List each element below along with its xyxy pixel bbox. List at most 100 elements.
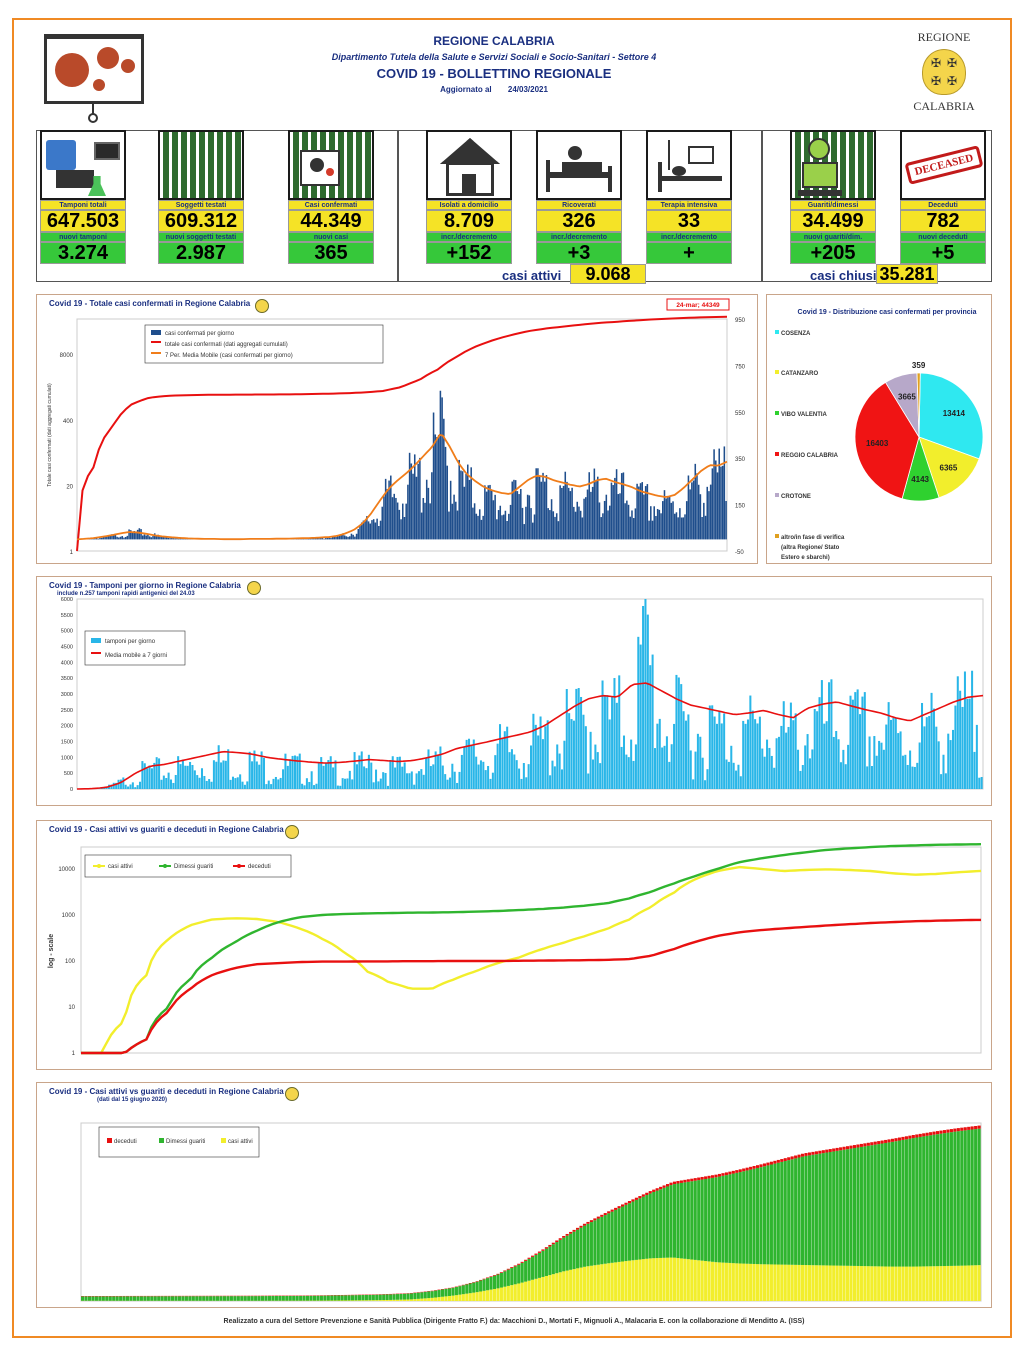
tamponi-chart-subtitle: include n.257 tamponi rapidi antigenici … bbox=[57, 591, 195, 597]
pie-legend-swatch bbox=[775, 370, 779, 374]
recovered-bar bbox=[704, 1178, 708, 1262]
daily-case-bar bbox=[499, 505, 502, 540]
legend-label: tamponi per giorno bbox=[105, 639, 156, 645]
tamponi-bar bbox=[944, 773, 947, 789]
daily-case-bar bbox=[325, 538, 327, 540]
daily-case-bar bbox=[610, 482, 613, 540]
deceased-bar bbox=[562, 1236, 566, 1238]
recovered-bar bbox=[894, 1141, 898, 1267]
recovered-bar bbox=[468, 1283, 472, 1294]
daily-case-bar bbox=[446, 465, 449, 540]
active-bar bbox=[783, 1264, 787, 1301]
daily-case-bar bbox=[619, 493, 621, 540]
recovered-bar bbox=[731, 1173, 735, 1264]
deceased-bar bbox=[897, 1137, 902, 1141]
daily-case-bar bbox=[153, 533, 156, 540]
recovered-bar bbox=[607, 1213, 611, 1264]
recovered-bar bbox=[579, 1227, 583, 1268]
terapia-label: Terapia intensiva bbox=[646, 200, 732, 210]
recovered-bar bbox=[375, 1294, 379, 1301]
recovered-bar bbox=[738, 1172, 742, 1264]
daily-case-bar bbox=[410, 463, 413, 540]
recovered-bar bbox=[205, 1296, 209, 1301]
deceased-bar bbox=[572, 1229, 576, 1232]
recovered-bar bbox=[655, 1190, 659, 1259]
recovered-bar bbox=[247, 1296, 251, 1301]
tamponi-bar bbox=[904, 754, 907, 789]
recovered-bar bbox=[711, 1177, 715, 1262]
daily-case-bar bbox=[374, 522, 377, 540]
recovered-bar bbox=[226, 1296, 230, 1301]
tamponi-bar bbox=[279, 777, 282, 789]
daily-case-bar bbox=[679, 508, 681, 540]
tamponi-bar bbox=[775, 738, 778, 789]
recovered-bar bbox=[825, 1152, 829, 1266]
daily-case-bar bbox=[107, 535, 110, 540]
recovered-bar bbox=[541, 1250, 545, 1277]
deceduti-value: 782 bbox=[900, 210, 986, 232]
daily-case-bar bbox=[651, 520, 654, 540]
deceased-bar bbox=[690, 1178, 694, 1182]
bulletin-title: COVID 19 - BOLLETTINO REGIONALE bbox=[376, 66, 612, 81]
tamponi-bar bbox=[239, 774, 242, 789]
tamponi-bar bbox=[415, 773, 418, 789]
tamponi-bar bbox=[637, 636, 640, 789]
daily-case-bar bbox=[514, 480, 517, 540]
daily-case-bar bbox=[557, 521, 560, 540]
tamponi-bar bbox=[620, 746, 623, 789]
tamponi-bar bbox=[248, 751, 251, 789]
deceased-bar bbox=[721, 1173, 725, 1176]
legend-swatch bbox=[159, 1138, 164, 1143]
active-bar bbox=[562, 1271, 566, 1301]
daily-case-bar bbox=[372, 519, 375, 540]
tamponi-bar bbox=[835, 730, 838, 789]
active-bar bbox=[534, 1278, 538, 1301]
daily-case-bar bbox=[708, 491, 710, 540]
tamponi-bar bbox=[477, 764, 480, 789]
deceased-bar bbox=[672, 1181, 677, 1185]
daily-case-bar bbox=[603, 500, 606, 540]
tamponi-bar bbox=[632, 760, 635, 789]
daily-case-bar bbox=[400, 519, 402, 540]
active-bar bbox=[614, 1262, 618, 1301]
tamponi-bar bbox=[913, 766, 916, 789]
log-scale-chart: 1 10 100 1000 10000 log - scale casi attivi Dim… bbox=[48, 843, 982, 1057]
tamponi-bar bbox=[615, 702, 618, 789]
tamponi-bar bbox=[677, 677, 680, 789]
recovered-bar bbox=[904, 1139, 908, 1267]
deceased-bar bbox=[652, 1189, 656, 1192]
tamponi-bar bbox=[811, 749, 814, 789]
active-bar bbox=[444, 1296, 448, 1301]
daily-case-bar bbox=[142, 535, 144, 540]
deceased-bar bbox=[683, 1179, 687, 1183]
daily-case-bar bbox=[331, 536, 334, 540]
daily-case-bar bbox=[95, 538, 98, 540]
tamponi-bar bbox=[253, 750, 256, 789]
daily-case-bar bbox=[520, 489, 522, 540]
tamponi-bar bbox=[541, 739, 544, 789]
tamponi-bar bbox=[234, 778, 237, 789]
daily-case-bar bbox=[333, 535, 336, 540]
daily-case-bar bbox=[561, 487, 563, 540]
daily-case-bar bbox=[314, 538, 317, 540]
daily-case-bar bbox=[362, 520, 365, 540]
tamponi-bar bbox=[806, 734, 809, 789]
deceased-bar bbox=[520, 1261, 524, 1263]
daily-case-bar bbox=[350, 533, 353, 540]
daily-case-bar bbox=[518, 494, 520, 540]
legend-label: casi attivi bbox=[108, 864, 133, 870]
daily-case-bar bbox=[533, 514, 536, 540]
active-bar bbox=[378, 1300, 382, 1301]
daily-case-bar bbox=[439, 390, 442, 540]
deceased-bar bbox=[496, 1273, 500, 1275]
active-bar bbox=[846, 1265, 850, 1301]
recovered-bar bbox=[136, 1296, 140, 1301]
daily-case-bar bbox=[133, 531, 135, 540]
active-bar bbox=[911, 1266, 915, 1301]
daily-case-bar bbox=[547, 508, 549, 540]
daily-case-bar bbox=[591, 486, 594, 540]
daily-case-bar bbox=[477, 515, 479, 540]
daily-case-bar bbox=[425, 479, 428, 540]
deceduti-label: Deceduti bbox=[900, 200, 986, 210]
daily-case-bar bbox=[720, 466, 722, 540]
